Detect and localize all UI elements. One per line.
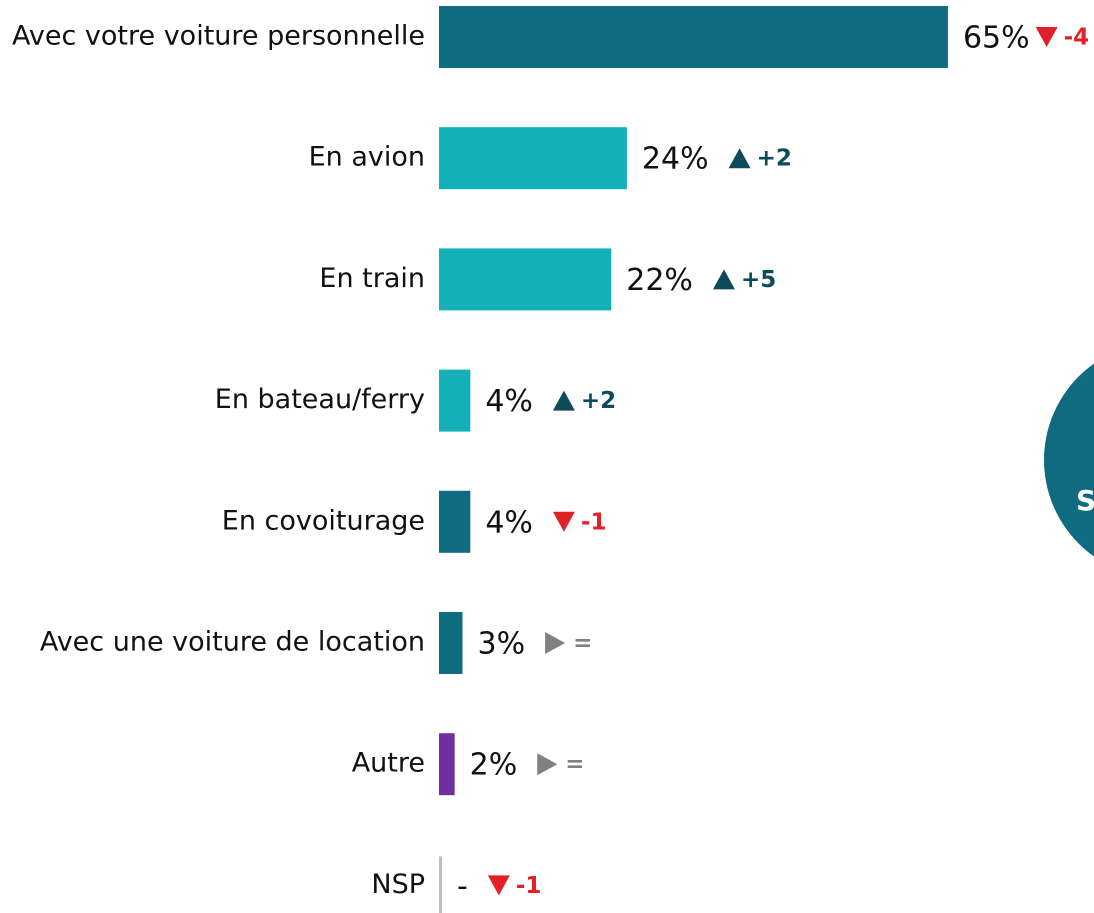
change-arrow (487, 875, 510, 896)
badge-circle (1044, 363, 1094, 557)
bar (439, 369, 471, 432)
change-arrow (712, 269, 735, 290)
change-label: -1 (516, 873, 542, 899)
change-arrow (552, 511, 575, 532)
value-label: 4% (485, 505, 533, 540)
change-label: = (565, 752, 584, 778)
change-arrow (728, 148, 751, 169)
value-label: 24% (642, 142, 709, 177)
change-label: +2 (757, 146, 792, 172)
category-label: En covoiturage (222, 505, 425, 536)
bar (439, 248, 612, 311)
value-label: 4% (485, 384, 533, 419)
change-label: -1 (581, 509, 607, 535)
value-label: 65% (963, 21, 1030, 56)
empty-bar (439, 856, 442, 913)
change-arrow (537, 753, 558, 776)
bar (439, 612, 463, 674)
change-arrow (545, 632, 566, 654)
change-arrow (552, 390, 575, 411)
change-label: = (573, 631, 592, 657)
value-label: - (457, 869, 468, 904)
bar (439, 127, 627, 190)
category-label: Avec une voiture de location (40, 627, 425, 658)
bar (439, 733, 455, 796)
badge-text: S (1076, 484, 1094, 517)
category-label: En bateau/ferry (215, 384, 425, 415)
change-label: -4 (1064, 25, 1090, 51)
value-label: 22% (626, 263, 693, 298)
value-label: 3% (477, 627, 525, 662)
category-label: Autre (352, 748, 425, 779)
value-label: 2% (470, 748, 518, 783)
change-label: +5 (741, 267, 776, 293)
category-label: Avec votre voiture personnelle (12, 21, 425, 52)
bar (439, 490, 471, 553)
category-label: En train (319, 263, 425, 294)
bar (439, 6, 948, 68)
category-label: En avion (309, 142, 425, 173)
change-arrow (1035, 27, 1058, 47)
change-label: +2 (581, 388, 616, 414)
category-label: NSP (371, 869, 425, 900)
